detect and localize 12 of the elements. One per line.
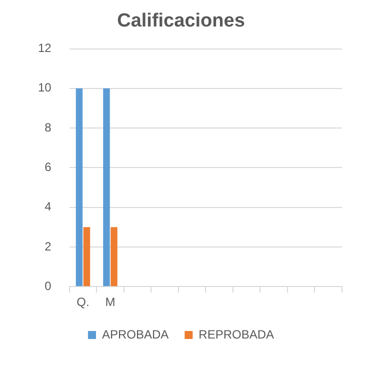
y-tick-label: 10 (38, 80, 52, 95)
y-tick-label: 0 (44, 278, 52, 293)
y-tick-label: 4 (44, 200, 52, 214)
y-tick-label: 8 (44, 120, 52, 134)
x-tick-label: M (105, 295, 116, 310)
chart-title: Calificaciones (117, 10, 245, 32)
y-tick-label: 2 (44, 239, 52, 254)
y-tick-label: 6 (44, 160, 52, 174)
legend-label: APROBADA (102, 327, 169, 342)
y-tick-label: 12 (38, 41, 52, 56)
legend-label: REPROBADA (198, 327, 274, 342)
x-tick-label: Q. (76, 295, 90, 310)
